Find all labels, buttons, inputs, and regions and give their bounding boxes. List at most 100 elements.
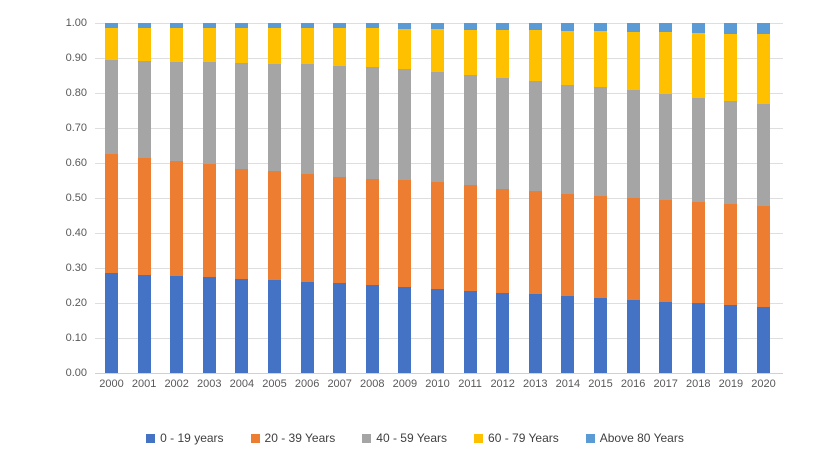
bar-segment	[170, 28, 184, 62]
bar-segment	[626, 31, 640, 90]
x-axis-tick-label: 2003	[197, 378, 222, 390]
gridline	[95, 22, 783, 24]
bar-2014	[561, 23, 575, 373]
bar-segment	[170, 161, 184, 277]
y-axis-tick-label: 0.60	[65, 156, 87, 169]
bar-segment	[398, 180, 412, 287]
legend-item: 0 - 19 years	[146, 431, 224, 445]
bar-segment	[137, 27, 151, 61]
bar-segment	[365, 178, 379, 285]
bar-segment	[757, 34, 770, 104]
bar-segment	[691, 32, 705, 98]
bar-segment	[333, 28, 347, 66]
bar-segment	[105, 272, 118, 373]
x-axis-tick-label: 2001	[131, 378, 157, 390]
x-axis-tick-label: 2018	[686, 378, 711, 390]
y-axis-tick-label: 0.80	[65, 86, 87, 99]
bar-segment	[300, 23, 314, 29]
bar-segment	[333, 283, 347, 373]
bar-2002	[170, 23, 184, 373]
bar-segment	[300, 64, 314, 174]
bar-2010	[431, 23, 444, 373]
bar-segment	[398, 23, 412, 29]
bar-segment	[659, 23, 673, 33]
bar-segment	[691, 202, 705, 304]
legend-label: 60 - 79 Years	[488, 431, 559, 445]
bar-segment	[365, 284, 379, 373]
legend-label: 20 - 39 Years	[264, 431, 336, 445]
bar-segment	[170, 23, 184, 29]
bar-segment	[398, 69, 412, 181]
bar-segment	[659, 301, 673, 373]
bar-segment	[561, 84, 575, 194]
y-axis-tick-label: 0.90	[65, 51, 87, 64]
bar-segment	[170, 276, 184, 373]
bar-segment	[757, 103, 770, 207]
bar-segment	[365, 67, 379, 179]
x-axis-tick-label: 2007	[327, 378, 352, 390]
bar-segment	[398, 286, 412, 373]
x-axis-tick-label: 2002	[164, 378, 189, 390]
legend-item: Above 80 Years	[585, 431, 684, 445]
legend-label: Above 80 Years	[599, 431, 684, 445]
x-axis-tick-label: 2013	[523, 378, 548, 390]
bar-segment	[431, 23, 444, 29]
legend-swatch-icon	[474, 433, 484, 443]
bar-segment	[528, 294, 542, 373]
bar-segment	[757, 306, 770, 373]
legend-item: 60 - 79 Years	[474, 431, 559, 445]
bar-segment	[594, 23, 607, 32]
bar-segment	[137, 60, 151, 159]
bar-segment	[398, 28, 412, 70]
x-axis-tick-label: 2011	[458, 378, 482, 390]
bar-segment	[724, 23, 738, 34]
bar-segment	[528, 81, 542, 191]
legend-swatch-icon	[585, 433, 595, 443]
x-axis-tick-label: 2004	[229, 378, 255, 390]
bar-2001	[137, 23, 151, 373]
bar-segment	[724, 33, 738, 102]
bar-segment	[202, 23, 216, 29]
bar-segment	[626, 23, 640, 32]
y-axis-tick-label: 0.70	[65, 121, 87, 134]
plot-area	[95, 22, 783, 374]
y-axis-tick-label: 0.00	[65, 366, 87, 379]
bar-segment	[268, 23, 281, 29]
x-axis-tick-label: 2017	[653, 378, 678, 390]
legend-swatch-icon	[250, 433, 260, 443]
bar-segment	[724, 305, 738, 373]
bar-2012	[496, 23, 510, 373]
bar-segment	[724, 101, 738, 205]
bar-segment	[594, 87, 607, 196]
bar-segment	[235, 23, 249, 29]
bar-2009	[398, 23, 412, 373]
bar-segment	[235, 168, 249, 279]
bar-segment	[561, 31, 575, 85]
y-axis-tick-label: 0.20	[65, 296, 87, 309]
y-axis-tick-label: 0.10	[65, 331, 87, 344]
bar-segment	[626, 299, 640, 373]
legend-swatch-icon	[362, 433, 372, 443]
bar-segment	[365, 23, 379, 29]
bar-segment	[268, 171, 281, 281]
bar-segment	[594, 31, 607, 88]
bar-segment	[496, 292, 510, 373]
bar-segment	[333, 65, 347, 177]
bar-segment	[235, 28, 249, 63]
bar-segment	[528, 191, 542, 295]
bar-segment	[757, 23, 770, 35]
bar-segment	[235, 278, 249, 373]
bar-2003	[202, 23, 216, 373]
bar-2017	[659, 23, 673, 373]
bar-segment	[463, 75, 477, 186]
bar-segment	[659, 94, 673, 201]
x-axis-tick-label: 2016	[620, 378, 646, 390]
x-axis-tick-label: 2020	[751, 378, 776, 390]
bar-2004	[235, 23, 249, 373]
bar-segment	[170, 61, 184, 162]
bar-segment	[105, 154, 118, 273]
bar-segment	[463, 185, 477, 291]
bar-segment	[268, 63, 281, 172]
bar-segment	[724, 204, 738, 306]
